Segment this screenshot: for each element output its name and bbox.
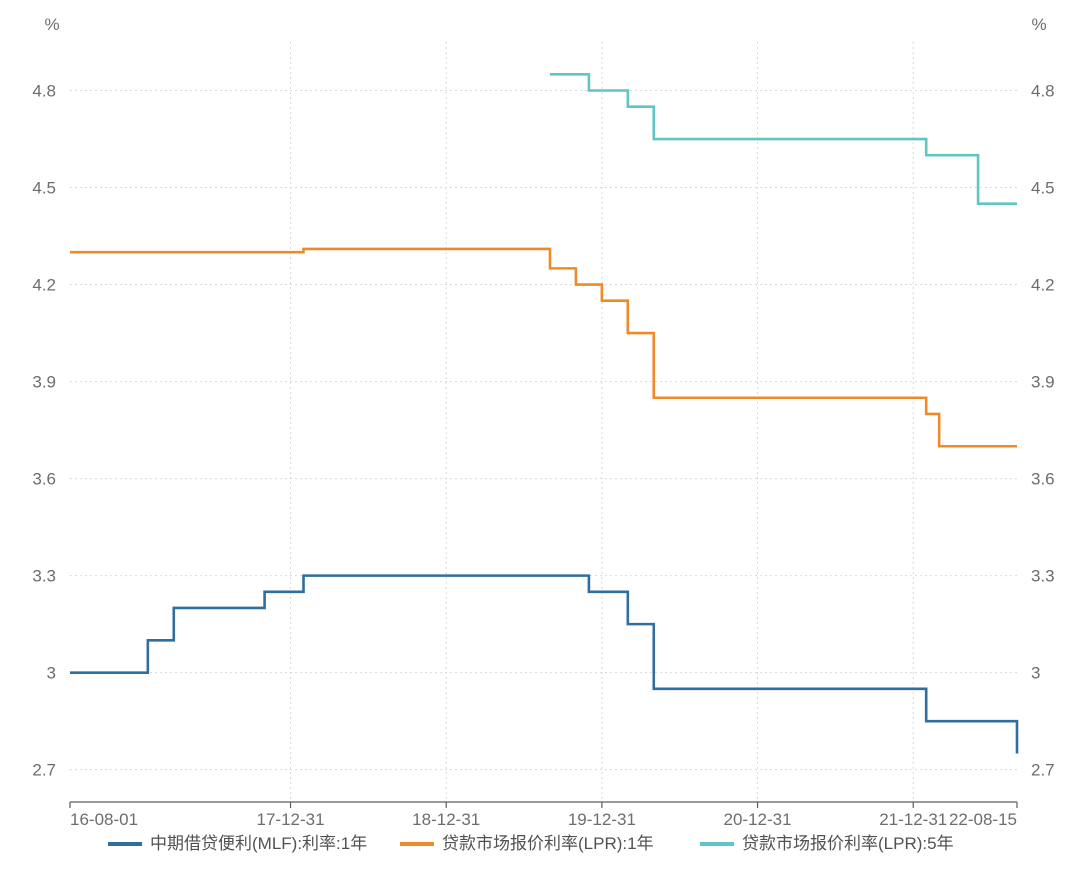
x-tick-label: 18-12-31: [412, 810, 480, 829]
x-tick-label: 22-08-15: [949, 810, 1017, 829]
y-tick-label-right: 4.5: [1031, 179, 1055, 198]
y-tick-label-right: 3: [1031, 664, 1040, 683]
y-unit-right: %: [1031, 15, 1046, 34]
y-tick-label-left: 4.5: [32, 179, 56, 198]
chart-bg: [0, 0, 1080, 869]
y-unit-left: %: [44, 15, 59, 34]
x-tick-label: 17-12-31: [257, 810, 325, 829]
y-tick-label-right: 3.9: [1031, 373, 1055, 392]
legend-swatch: [108, 842, 142, 846]
x-tick-label: 21-12-31: [879, 810, 947, 829]
y-tick-label-right: 4.2: [1031, 276, 1055, 295]
legend-label: 贷款市场报价利率(LPR):1年: [442, 834, 654, 853]
y-tick-label-left: 3: [47, 664, 56, 683]
y-tick-label-right: 4.8: [1031, 82, 1055, 101]
y-tick-label-left: 3.6: [32, 470, 56, 489]
y-tick-label-left: 4.8: [32, 82, 56, 101]
x-tick-label: 19-12-31: [568, 810, 636, 829]
chart-svg: 2.7 2.7 3 3 3.3 3.3 3.6 3.6 3.9 3.9 4.2 4.2 4.5 4.5 4.…: [0, 0, 1080, 869]
y-tick-label-right: 2.7: [1031, 761, 1055, 780]
legend-swatch: [400, 842, 434, 846]
legend-swatch: [700, 842, 734, 846]
x-tick-label: 20-12-31: [724, 810, 792, 829]
y-tick-label-right: 3.3: [1031, 567, 1055, 586]
y-tick-label-left: 3.3: [32, 567, 56, 586]
y-tick-label-left: 4.2: [32, 276, 56, 295]
legend-label: 贷款市场报价利率(LPR):5年: [742, 834, 954, 853]
y-tick-label-right: 3.6: [1031, 470, 1055, 489]
y-tick-label-left: 2.7: [32, 761, 56, 780]
legend-label: 中期借贷便利(MLF):利率:1年: [150, 834, 367, 853]
rate-chart: 2.7 2.7 3 3 3.3 3.3 3.6 3.6 3.9 3.9 4.2 4.2 4.5 4.5 4.…: [0, 0, 1080, 869]
x-tick-label: 16-08-01: [70, 810, 138, 829]
y-tick-label-left: 3.9: [32, 373, 56, 392]
